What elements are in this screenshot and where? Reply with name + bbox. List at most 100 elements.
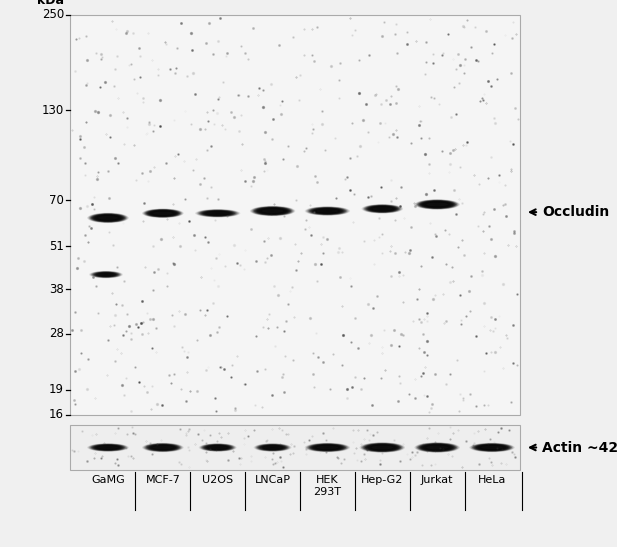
Bar (70, 425, 520, 470)
Ellipse shape (90, 271, 122, 278)
Ellipse shape (158, 446, 168, 449)
Ellipse shape (315, 208, 339, 213)
Ellipse shape (204, 445, 231, 451)
Ellipse shape (255, 444, 291, 451)
Ellipse shape (375, 446, 391, 449)
Ellipse shape (363, 205, 402, 213)
Ellipse shape (153, 211, 173, 216)
Ellipse shape (102, 217, 114, 219)
Ellipse shape (158, 212, 168, 214)
Ellipse shape (489, 447, 495, 448)
Ellipse shape (376, 207, 388, 210)
Ellipse shape (417, 200, 457, 209)
Ellipse shape (205, 445, 230, 450)
Ellipse shape (258, 208, 288, 214)
Ellipse shape (93, 214, 123, 222)
Ellipse shape (368, 444, 397, 451)
Ellipse shape (262, 208, 283, 213)
Text: 51: 51 (49, 240, 64, 253)
Ellipse shape (202, 210, 234, 216)
Ellipse shape (99, 446, 117, 449)
Ellipse shape (98, 273, 114, 276)
Ellipse shape (307, 207, 347, 215)
Ellipse shape (434, 204, 440, 205)
Ellipse shape (415, 199, 460, 210)
Ellipse shape (312, 444, 344, 451)
Ellipse shape (98, 216, 118, 220)
Ellipse shape (432, 446, 442, 449)
Ellipse shape (418, 200, 456, 209)
Ellipse shape (426, 202, 448, 207)
Ellipse shape (102, 274, 110, 276)
Text: HEK
293T: HEK 293T (313, 475, 341, 497)
Ellipse shape (266, 446, 280, 449)
Ellipse shape (250, 206, 296, 216)
Text: Occludin: Occludin (542, 205, 609, 219)
Ellipse shape (310, 444, 345, 451)
Ellipse shape (208, 445, 228, 450)
Ellipse shape (474, 444, 509, 451)
Ellipse shape (88, 213, 128, 223)
Ellipse shape (148, 444, 178, 451)
Ellipse shape (307, 443, 347, 452)
Ellipse shape (265, 446, 280, 449)
Ellipse shape (142, 443, 184, 452)
Ellipse shape (144, 443, 181, 452)
Ellipse shape (207, 211, 228, 216)
Ellipse shape (308, 207, 346, 215)
Ellipse shape (312, 208, 344, 214)
Ellipse shape (91, 271, 121, 278)
Ellipse shape (92, 214, 124, 222)
Text: 130: 130 (42, 103, 64, 117)
Ellipse shape (373, 445, 392, 450)
Ellipse shape (142, 208, 184, 218)
Ellipse shape (376, 446, 389, 449)
Ellipse shape (317, 446, 338, 449)
Ellipse shape (486, 446, 499, 449)
Ellipse shape (200, 444, 236, 451)
Ellipse shape (325, 447, 330, 448)
Ellipse shape (416, 443, 458, 452)
Ellipse shape (436, 447, 439, 448)
Text: LNCaP: LNCaP (255, 475, 291, 485)
Ellipse shape (153, 445, 173, 450)
Ellipse shape (362, 204, 403, 213)
Ellipse shape (379, 208, 386, 210)
Ellipse shape (370, 445, 394, 450)
Ellipse shape (258, 444, 287, 451)
Ellipse shape (212, 212, 223, 214)
Ellipse shape (428, 445, 447, 450)
Ellipse shape (259, 445, 286, 451)
Ellipse shape (270, 211, 275, 212)
Ellipse shape (426, 446, 448, 450)
Text: kDa: kDa (37, 0, 64, 7)
Ellipse shape (420, 444, 455, 451)
Ellipse shape (371, 446, 393, 450)
Ellipse shape (153, 446, 173, 449)
Ellipse shape (215, 213, 220, 214)
Ellipse shape (481, 446, 503, 449)
Ellipse shape (207, 445, 229, 450)
Ellipse shape (149, 210, 176, 216)
Ellipse shape (94, 445, 122, 450)
Ellipse shape (432, 203, 442, 206)
Ellipse shape (215, 447, 220, 448)
Text: Hep-G2: Hep-G2 (361, 475, 404, 485)
Ellipse shape (478, 445, 507, 451)
Ellipse shape (104, 447, 112, 448)
Ellipse shape (101, 446, 115, 449)
Text: 250: 250 (42, 9, 64, 21)
Ellipse shape (378, 446, 386, 449)
Ellipse shape (426, 445, 448, 450)
Text: U2OS: U2OS (202, 475, 233, 485)
Ellipse shape (380, 208, 385, 210)
Ellipse shape (255, 207, 290, 215)
Ellipse shape (381, 447, 384, 448)
Ellipse shape (470, 443, 515, 452)
Ellipse shape (425, 202, 449, 207)
Ellipse shape (92, 271, 120, 278)
Ellipse shape (196, 210, 239, 217)
Ellipse shape (310, 207, 345, 214)
Ellipse shape (209, 212, 227, 215)
Ellipse shape (103, 274, 109, 275)
